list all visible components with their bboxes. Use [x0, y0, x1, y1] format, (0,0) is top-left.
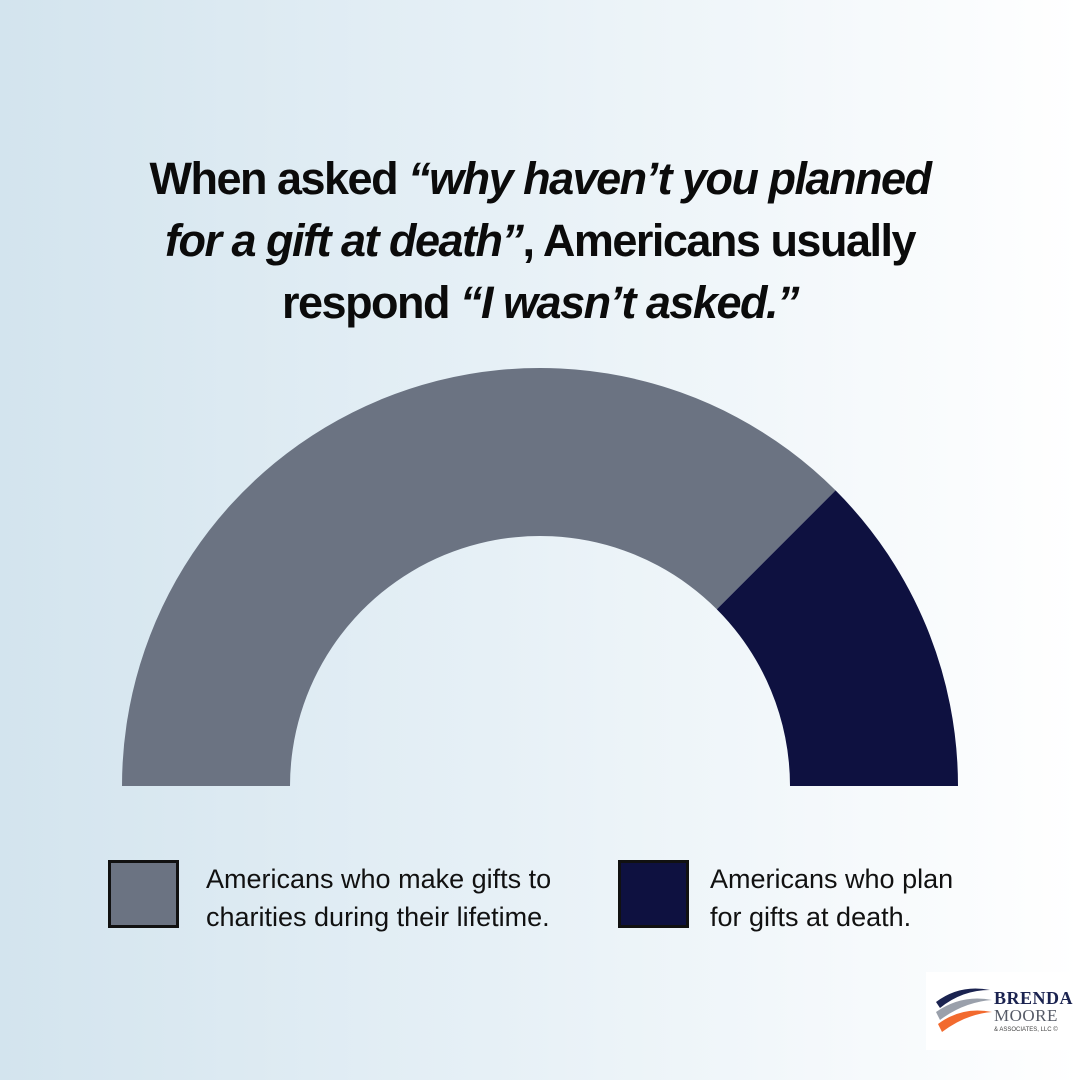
donut-segment-lifetime-gifts — [122, 368, 836, 786]
brand-logo: BRENDA MOORE & ASSOCIATES, LLC © — [926, 972, 1074, 1050]
logo-text-moore: MOORE — [994, 1006, 1058, 1025]
title-line-1: When asked “why haven’t you planned — [149, 153, 932, 204]
legend-label-lifetime-gifts: Americans who make gifts to charities du… — [206, 864, 552, 932]
legend-swatch-lifetime-gifts — [108, 860, 179, 928]
logo-text-brenda: BRENDA — [994, 988, 1074, 1008]
logo-text-associates: & ASSOCIATES, LLC © — [994, 1027, 1058, 1033]
legend-label-gifts-at-death: Americans who plan for gifts at death. — [710, 864, 954, 932]
title-line-3: respond “I wasn’t asked.” — [282, 277, 799, 328]
title-line-2: for a gift at death”, Americans usually — [164, 215, 917, 266]
chart-title: When asked “why haven’t you planned for … — [90, 148, 990, 334]
donut-segment-gifts-at-death — [716, 490, 958, 786]
legend-swatch-gifts-at-death — [618, 860, 689, 928]
swoosh-logo-icon — [936, 988, 992, 1032]
